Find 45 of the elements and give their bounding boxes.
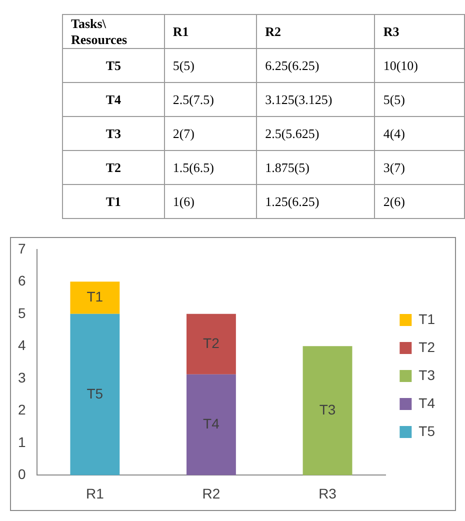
text: 1.875(5) — [265, 160, 310, 174]
legend-label: T3 — [418, 366, 436, 383]
text: T5 — [86, 385, 104, 402]
x-tick-label: R2 — [202, 485, 220, 502]
category-label: T4 — [106, 92, 121, 106]
text: 2(7) — [172, 126, 194, 140]
category-label: Tasks\ Resources — [62, 14, 164, 48]
category-label: T2 — [106, 160, 121, 174]
category-label: R2 — [256, 14, 375, 48]
y-tick-label: 0 — [18, 466, 26, 482]
x-tick-label: R3 — [318, 485, 337, 502]
text: T1 — [86, 288, 104, 305]
category-label: T3 — [106, 126, 121, 140]
y-tick-label: 7 — [18, 240, 26, 256]
text: 2.5(5.625) — [265, 126, 320, 140]
category-label: R3 — [374, 14, 464, 48]
text: 2.5(7.5) — [172, 92, 214, 106]
category-label: T5 — [106, 58, 121, 72]
legend-label: T4 — [418, 394, 436, 411]
text: 1.5(6.5) — [172, 160, 214, 174]
text: 10(10) — [383, 58, 418, 72]
text: 5(5) — [383, 92, 405, 106]
text: 6.25(6.25) — [265, 58, 320, 72]
y-tick-label: 5 — [18, 304, 26, 321]
text: T3 — [319, 402, 336, 418]
text: 1.25(6.25) — [265, 194, 320, 208]
y-tick-label: 6 — [18, 272, 26, 289]
y-tick-label: 2 — [18, 402, 26, 418]
legend-label: T1 — [418, 310, 436, 327]
y-tick-label: 3 — [18, 369, 26, 386]
y-tick-label: 1 — [18, 434, 26, 450]
text: 3(7) — [383, 160, 405, 174]
legend-label: T5 — [418, 422, 436, 439]
text: 5(5) — [172, 58, 194, 72]
text: 1(6) — [172, 194, 194, 208]
text: T2 — [203, 335, 220, 352]
text: 3.125(3.125) — [265, 92, 332, 106]
text: T4 — [203, 416, 220, 432]
text: 2(6) — [383, 194, 405, 208]
x-tick-label: R1 — [86, 485, 104, 502]
category-label: R1 — [164, 14, 257, 48]
legend-label: T2 — [418, 338, 436, 355]
text: 4(4) — [383, 126, 405, 140]
y-tick-label: 4 — [18, 337, 26, 354]
category-label: T1 — [106, 194, 121, 208]
